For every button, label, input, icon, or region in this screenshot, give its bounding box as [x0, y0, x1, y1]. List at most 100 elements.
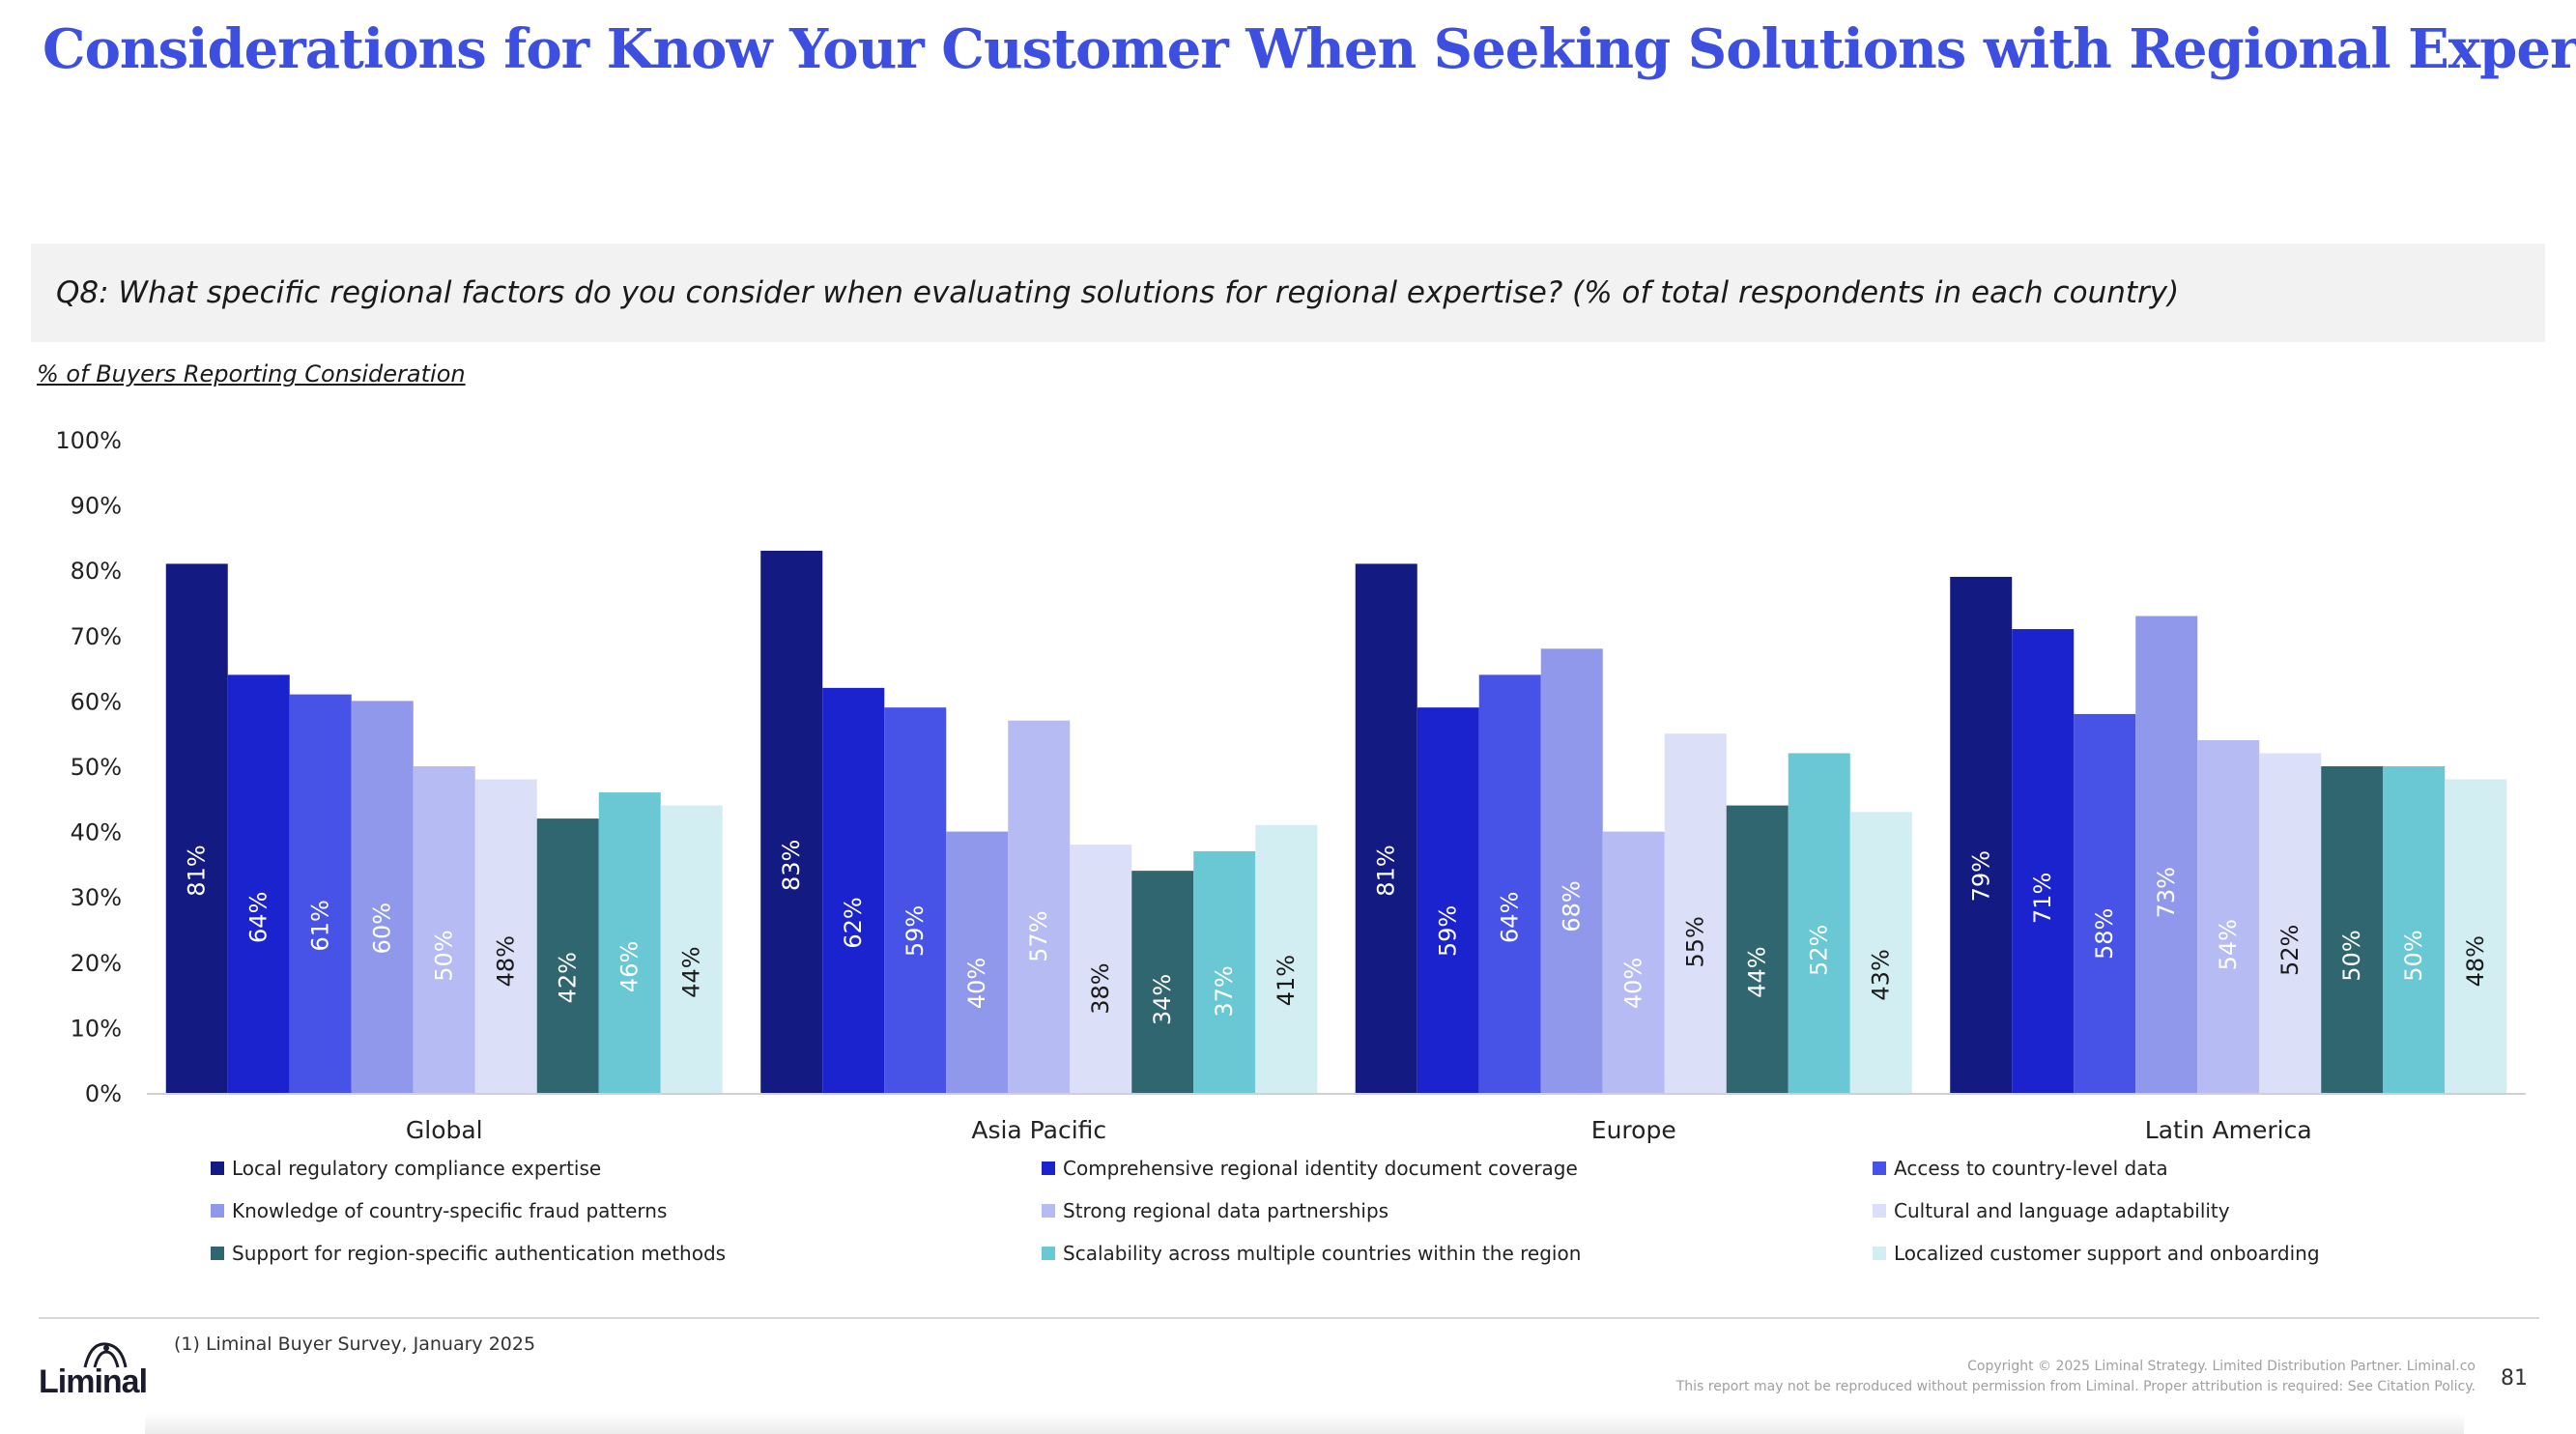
legend-swatch [1873, 1247, 1886, 1260]
legend-label: Scalability across multiple countries wi… [1063, 1242, 1581, 1265]
bar [474, 779, 537, 1093]
bar [1478, 674, 1541, 1093]
bar [1664, 733, 1727, 1093]
x-category-label: Global [406, 1116, 483, 1144]
bar-data-label: 81% [1373, 845, 1400, 896]
page-shadow [145, 1413, 2464, 1434]
y-tick-label: 50% [71, 754, 122, 781]
bar-data-label: 41% [1273, 955, 1300, 1006]
bar [1726, 805, 1789, 1093]
bar-data-label: 79% [1967, 850, 1994, 902]
legend-label: Local regulatory compliance expertise [232, 1157, 601, 1180]
bar-data-label: 43% [1868, 949, 1895, 1000]
bar-data-label: 58% [2091, 908, 2118, 960]
bar-data-label: 50% [431, 930, 458, 981]
bar-data-label: 50% [2338, 930, 2365, 981]
bar-data-label: 57% [1025, 910, 1052, 961]
bar [1070, 845, 1132, 1093]
bar [2074, 713, 2136, 1093]
y-tick-label: 0% [85, 1080, 122, 1107]
bar [227, 674, 290, 1093]
y-axis-title: % of Buyers Reporting Consideration [37, 360, 466, 387]
legend-label: Support for region-specific authenticati… [232, 1242, 726, 1265]
bar-data-label: 64% [1497, 892, 1524, 943]
legend-label: Comprehensive regional identity document… [1063, 1157, 1578, 1180]
bar-data-label: 73% [2153, 867, 2180, 918]
bar-data-label: 44% [1744, 946, 1771, 997]
x-category-label: Latin America [2145, 1116, 2312, 1144]
bar [1849, 812, 1912, 1093]
legend-swatch [211, 1247, 224, 1260]
legend-label: Localized customer support and onboardin… [1894, 1242, 2320, 1265]
bar [760, 550, 823, 1093]
bar [2321, 766, 2384, 1093]
question-text: Q8: What specific regional factors do yo… [56, 275, 2180, 310]
bar [1008, 720, 1071, 1093]
bar [1255, 824, 1318, 1093]
bar-data-label: 81% [184, 845, 211, 896]
logo-text: Liminal [39, 1363, 148, 1400]
bar-data-label: 40% [963, 958, 990, 1009]
bar [1193, 850, 1256, 1093]
liminal-logo: Liminal [39, 1338, 174, 1400]
bar-data-label: 44% [678, 946, 705, 997]
bar [1540, 648, 1603, 1093]
bar [2012, 629, 2075, 1093]
legend-swatch [211, 1204, 224, 1218]
bar [822, 687, 885, 1093]
legend-swatch [1873, 1204, 1886, 1218]
bar [289, 694, 352, 1093]
bar [884, 707, 947, 1093]
bar-data-label: 54% [2215, 919, 2242, 970]
grouped-bar-chart: 0% 10% 20% 30% 40% 50% 60% 70% 80% 90% 100% 81% 64% 6… [55, 427, 2526, 1265]
bar [165, 563, 228, 1093]
legend-swatch [211, 1162, 224, 1175]
bar-data-label: 38% [1087, 962, 1114, 1014]
question-banner: Q8: What specific regional factors do yo… [31, 244, 2545, 342]
bar [1131, 871, 1194, 1093]
legend-swatch [1042, 1247, 1055, 1260]
bar-data-label: 50% [2400, 930, 2427, 981]
y-tick-label: 100% [55, 427, 122, 454]
y-tick-label: 70% [71, 623, 122, 650]
bar-data-label: 64% [245, 892, 272, 943]
bar-data-label: 37% [1211, 965, 1238, 1017]
page-number: 81 [2501, 1366, 2528, 1391]
copyright-line-1: Copyright © 2025 Liminal Strategy. Limit… [1967, 1359, 2476, 1374]
bar-data-label: 60% [369, 903, 396, 954]
bar-data-label: 48% [493, 935, 520, 987]
bar [2445, 779, 2507, 1093]
y-tick-label: 40% [71, 819, 122, 846]
y-tick-label: 80% [71, 558, 122, 585]
bar [1788, 753, 1850, 1093]
bar [598, 792, 661, 1093]
y-tick-label: 90% [71, 493, 122, 520]
bar [660, 805, 723, 1093]
bar-data-label: 42% [555, 952, 582, 1003]
legend-label: Strong regional data partnerships [1063, 1199, 1388, 1222]
bar-data-label: 83% [778, 840, 805, 891]
bar [1950, 576, 2013, 1093]
legend-label: Access to country-level data [1894, 1157, 2168, 1180]
bar-data-label: 59% [1435, 905, 1462, 957]
y-tick-label: 30% [71, 884, 122, 911]
bar [2197, 739, 2260, 1093]
bar-data-label: 68% [1559, 880, 1586, 932]
legend-label: Cultural and language adaptability [1894, 1199, 2230, 1222]
bar [536, 818, 599, 1093]
bar [351, 701, 414, 1093]
bar-data-label: 61% [307, 900, 334, 951]
bar [946, 831, 1009, 1093]
copyright-line-2: This report may not be reproduced withou… [1675, 1379, 2476, 1394]
logo-mark-icon [83, 1342, 128, 1368]
y-tick-label: 10% [71, 1015, 122, 1042]
bar-data-label: 52% [1806, 925, 1833, 976]
legend-swatch [1042, 1204, 1055, 1218]
bar [413, 766, 475, 1093]
bar-data-label: 52% [2276, 925, 2304, 976]
bar-data-label: 62% [840, 897, 867, 948]
bar [2383, 766, 2446, 1093]
bar-data-label: 48% [2462, 935, 2489, 987]
copyright-notice: Copyright © 2025 Liminal Strategy. Limit… [1676, 1357, 2476, 1397]
y-tick-label: 60% [71, 688, 122, 715]
